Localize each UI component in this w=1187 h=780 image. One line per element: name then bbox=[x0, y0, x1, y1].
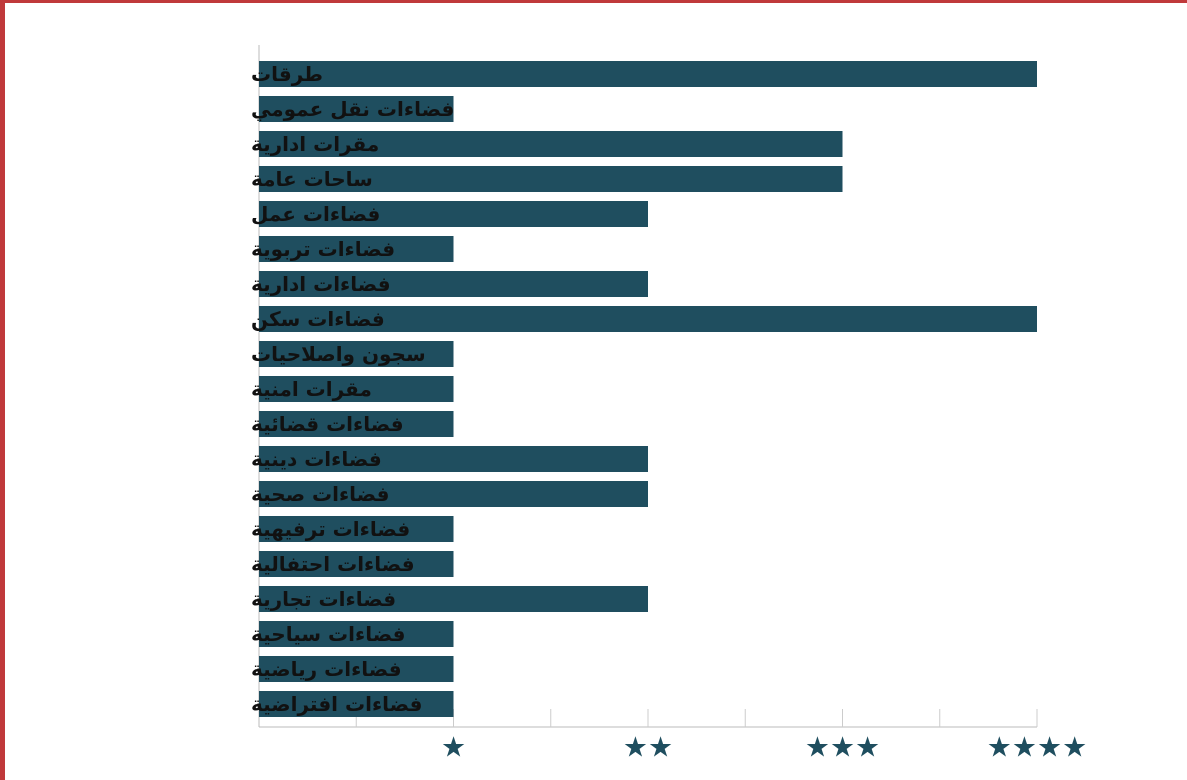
category-label: فضاءات رياضية bbox=[251, 657, 402, 681]
bar bbox=[259, 201, 648, 227]
category-label: طرقات bbox=[251, 62, 323, 86]
category-label: فضاءات نقل عمومي bbox=[251, 97, 454, 122]
category-label: فضاءات صحية bbox=[251, 482, 390, 506]
x-tick-labels: ★ ★★ ★★★ ★★★★ bbox=[441, 731, 1087, 764]
bar bbox=[259, 516, 454, 542]
bar bbox=[259, 376, 454, 402]
category-label: ساحات عامة bbox=[251, 167, 373, 191]
category-label: فضاءات عمل bbox=[251, 202, 380, 226]
x-tick-label: ★ bbox=[441, 731, 466, 764]
bar bbox=[259, 166, 843, 192]
x-tick-label: ★★ bbox=[623, 731, 673, 764]
bar bbox=[259, 131, 843, 157]
category-label: سجون واصلاحيات bbox=[251, 342, 426, 366]
category-label: فضاءات احتفالية bbox=[251, 552, 415, 576]
category-labels: طرقات فضاءات نقل عمومي مقرات ادارية ساحات ع… bbox=[251, 62, 454, 716]
bar bbox=[259, 271, 648, 297]
x-tick-label: ★★★ bbox=[805, 731, 880, 764]
bar bbox=[259, 236, 454, 262]
category-label: فضاءات ادارية bbox=[251, 272, 391, 296]
bar bbox=[259, 621, 454, 647]
bar bbox=[259, 61, 1037, 87]
category-label: فضاءات قضائية bbox=[251, 412, 404, 436]
bar bbox=[259, 306, 1037, 332]
bar bbox=[259, 481, 648, 507]
bar bbox=[259, 586, 648, 612]
bar bbox=[259, 411, 454, 437]
bar bbox=[259, 656, 454, 682]
category-label: فضاءات تجارية bbox=[251, 587, 396, 611]
bars bbox=[259, 61, 1037, 717]
category-label: فضاءات سياحية bbox=[251, 622, 406, 646]
category-label: فضاءات تربوية bbox=[251, 237, 395, 261]
category-label: فضاءات افتراضية bbox=[251, 692, 422, 716]
category-label: مقرات ادارية bbox=[251, 132, 379, 156]
x-tick-label: ★★★★ bbox=[987, 731, 1087, 764]
bar bbox=[259, 691, 454, 717]
bar bbox=[259, 341, 454, 367]
category-label: فضاءات دينية bbox=[251, 447, 382, 471]
category-label: فضاءات ترفيهية bbox=[251, 517, 410, 541]
category-label: مقرات امنية bbox=[251, 377, 372, 401]
category-label: فضاءات سكن bbox=[251, 307, 385, 331]
bar bbox=[259, 96, 454, 122]
bar bbox=[259, 446, 648, 472]
bar bbox=[259, 551, 454, 577]
